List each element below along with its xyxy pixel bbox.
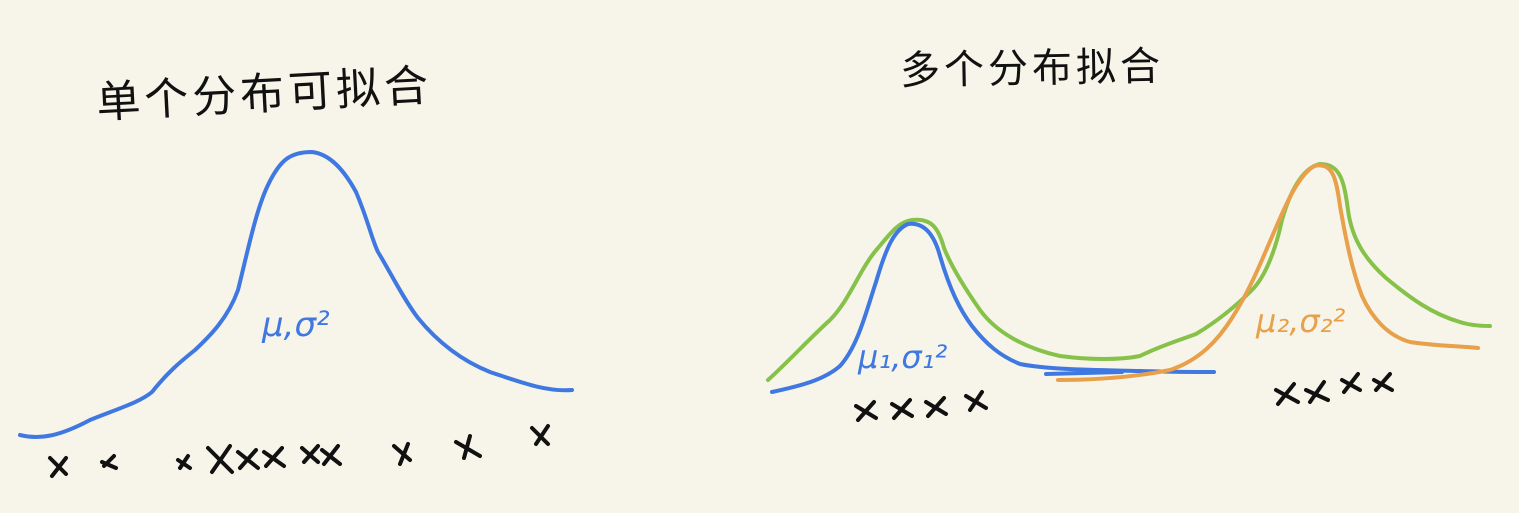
data-point-mark — [924, 396, 948, 418]
component-curve-1-blue-tail — [1044, 370, 1124, 376]
data-point-mark — [964, 390, 988, 412]
data-point-mark — [1372, 372, 1394, 392]
data-point-mark — [392, 442, 412, 466]
data-point-mark — [454, 434, 482, 460]
data-point-mark — [262, 446, 286, 468]
single-param-label: μ,σ² — [261, 305, 330, 345]
data-point-mark — [320, 444, 342, 466]
component-curve-1-blue — [770, 221, 1216, 394]
data-point-mark — [206, 444, 234, 474]
data-point-mark — [100, 454, 118, 470]
data-point-mark — [176, 454, 192, 470]
right-cluster-1-points — [854, 390, 988, 422]
single-distribution-curve — [18, 150, 574, 439]
data-point-mark — [300, 444, 320, 464]
data-point-mark — [1304, 380, 1330, 404]
left-data-points — [48, 424, 550, 478]
data-point-mark — [890, 398, 914, 420]
component-curve-2-orange — [1056, 163, 1480, 382]
data-point-mark — [48, 456, 68, 478]
data-point-mark — [530, 424, 550, 446]
mixture-curve-green — [766, 162, 1492, 382]
right-cluster-2-points — [1274, 372, 1394, 406]
data-point-mark — [236, 448, 260, 470]
component-1-param-label: μ₁,σ₁² — [857, 338, 947, 376]
data-point-mark — [1340, 372, 1362, 394]
component-2-param-label: μ₂,σ₂² — [1255, 302, 1345, 340]
data-point-mark — [1274, 382, 1300, 406]
data-point-mark — [854, 400, 878, 422]
